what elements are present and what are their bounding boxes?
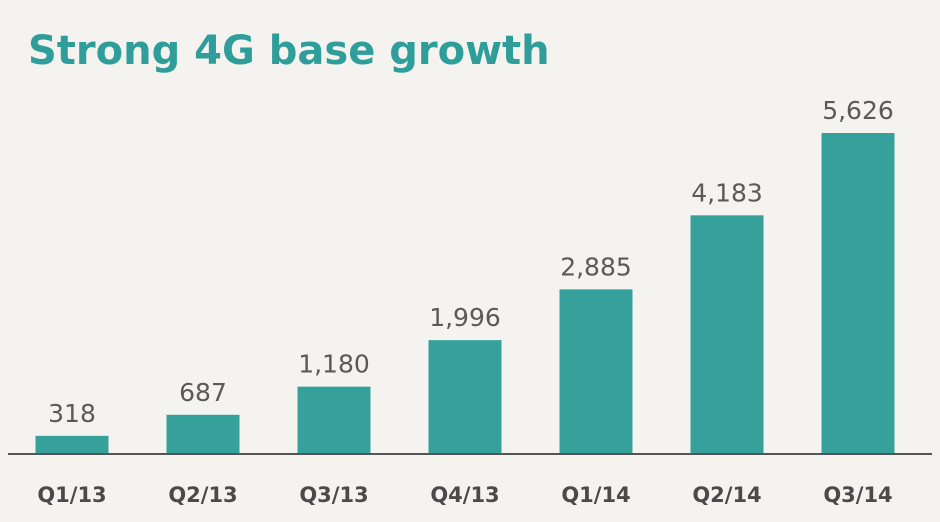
- value-labels-group: 318 687 1,180 1,996 2,885 4,183 5,626: [48, 96, 894, 428]
- bars-group: [35, 133, 895, 454]
- x-tick-label-q3-14: Q3/14: [823, 483, 892, 507]
- x-tick-label-q4-13: Q4/13: [430, 483, 499, 507]
- value-label-q2-14: 4,183: [691, 178, 763, 207]
- bar-q3-13: [297, 386, 371, 454]
- bar-q1-13: [35, 435, 109, 454]
- x-tick-label-q2-14: Q2/14: [692, 483, 761, 507]
- value-label-q1-14: 2,885: [560, 252, 632, 281]
- value-label-q3-13: 1,180: [298, 350, 370, 379]
- bar-q2-13: [166, 414, 240, 454]
- value-label-q4-13: 1,996: [429, 303, 501, 332]
- x-tick-label-q1-14: Q1/14: [561, 483, 630, 507]
- x-tick-label-q3-13: Q3/13: [299, 483, 368, 507]
- bar-q1-14: [559, 289, 633, 454]
- value-label-q3-14: 5,626: [822, 96, 894, 125]
- x-tick-label-q2-13: Q2/13: [168, 483, 237, 507]
- value-label-q2-13: 687: [179, 378, 227, 407]
- x-tick-label-q1-13: Q1/13: [37, 483, 106, 507]
- x-tick-labels: Q1/13 Q2/13 Q3/13 Q4/13 Q1/14 Q2/14 Q3/14: [37, 483, 892, 507]
- bar-q2-14: [690, 215, 764, 454]
- value-label-q1-13: 318: [48, 399, 96, 428]
- bar-q4-13: [428, 340, 502, 454]
- chart-title: Strong 4G base growth: [28, 28, 550, 74]
- bar-q3-14: [821, 133, 895, 454]
